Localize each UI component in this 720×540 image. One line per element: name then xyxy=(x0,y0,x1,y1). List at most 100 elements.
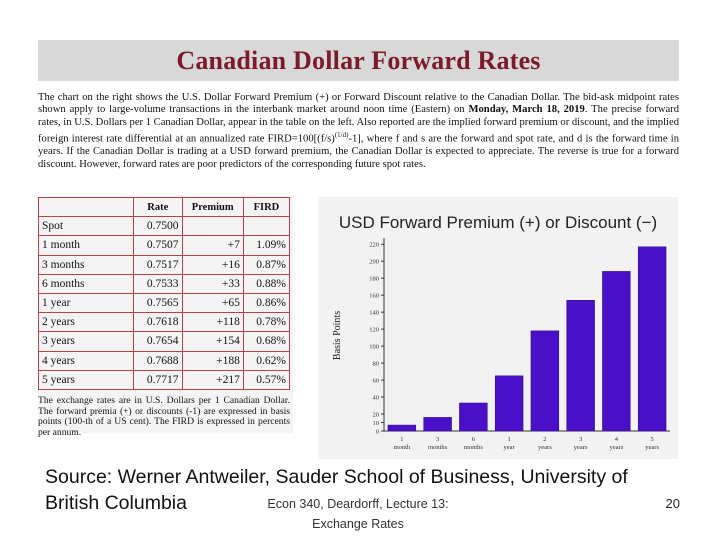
x-tick-label: year xyxy=(504,444,516,451)
bar xyxy=(602,271,631,432)
x-tick-label: 6 xyxy=(472,436,476,443)
x-tick-label: months xyxy=(464,444,484,451)
table-note: The exchange rates are in U.S. Dollars p… xyxy=(38,395,290,438)
cell-fird: 0.88% xyxy=(242,273,291,294)
page-number: 20 xyxy=(665,496,680,511)
cell-fird: 1.09% xyxy=(242,235,291,256)
cell-term: Spot xyxy=(38,216,134,237)
y-tick-label: 100 xyxy=(369,344,379,351)
table-row: 5 years 0.7717 +217 0.57% xyxy=(38,369,291,390)
y-axis-title: Basis Points xyxy=(332,311,343,360)
cell-premium: +217 xyxy=(181,369,244,390)
footer: Econ 340, Deardorff, Lecture 13: Exchang… xyxy=(258,494,458,534)
bar xyxy=(423,417,452,432)
x-tick-label: 2 xyxy=(543,436,546,443)
forward-rates-table: Rate Premium FIRD Spot 0.7500 1 month 0.75… xyxy=(38,196,291,390)
y-tick-label: 80 xyxy=(373,361,380,368)
x-tick-label: 1 xyxy=(400,436,403,443)
y-tick-label: 180 xyxy=(369,276,379,283)
bar xyxy=(387,424,417,432)
y-tick-label: 40 xyxy=(373,395,380,402)
x-tick-label: years xyxy=(610,444,624,451)
bar xyxy=(494,375,524,432)
cell-premium: +7 xyxy=(181,235,244,256)
cell-premium: +16 xyxy=(181,254,244,275)
cell-rate: 0.7618 xyxy=(133,312,183,333)
cell-term: 6 months xyxy=(38,273,134,294)
x-tick-label: years xyxy=(538,444,552,451)
x-tick-label: months xyxy=(428,444,448,451)
premium-bar-chart: USD Forward Premium (+) or Discount (−) 0… xyxy=(332,213,670,451)
x-tick-label: 5 xyxy=(651,436,654,443)
cell-rate: 0.7717 xyxy=(133,369,183,390)
cell-fird: 0.68% xyxy=(242,331,291,352)
x-tick-label: month xyxy=(394,444,411,451)
table-row: 2 years 0.7618 +118 0.78% xyxy=(38,312,291,333)
cell-fird: 0.62% xyxy=(242,350,291,371)
header-term xyxy=(38,196,134,218)
intro-part-1: The chart on the right shows the U.S. Do… xyxy=(38,92,679,116)
footer-topic: Exchange Rates xyxy=(312,517,404,531)
intro-paragraph: The chart on the right shows the U.S. Do… xyxy=(38,92,679,171)
header-rate: Rate xyxy=(133,196,183,218)
cell-term: 3 months xyxy=(38,254,134,275)
bar xyxy=(566,300,595,432)
table-row: 1 month 0.7507 +7 1.09% xyxy=(38,235,291,256)
cell-premium: +65 xyxy=(181,292,244,314)
y-tick-label: 220 xyxy=(369,242,379,249)
intro-exponent: (1/d) xyxy=(334,131,349,140)
intro-part-3: -1], where f and s are the forward and s… xyxy=(38,133,680,170)
cell-term: 2 years xyxy=(38,312,134,333)
cell-premium: +118 xyxy=(181,312,244,333)
bar xyxy=(530,330,560,432)
header-fird: FIRD xyxy=(242,196,291,218)
table-row: Spot 0.7500 xyxy=(38,216,291,237)
bar xyxy=(459,402,488,432)
cell-term: 1 month xyxy=(38,235,134,256)
cell-rate: 0.7500 xyxy=(133,216,183,237)
cell-rate: 0.7654 xyxy=(133,331,183,352)
footer-course: Econ 340, Deardorff, Lecture 13: xyxy=(267,497,449,511)
cell-term: 5 years xyxy=(38,369,134,390)
y-tick-label: 200 xyxy=(369,259,379,266)
header-premium: Premium xyxy=(181,196,244,218)
y-tick-label: 0 xyxy=(376,429,379,436)
y-tick-label: 140 xyxy=(369,310,379,317)
forward-rates-table-panel: Rate Premium FIRD Spot 0.7500 1 month 0.75… xyxy=(38,196,293,438)
x-tick-label: 4 xyxy=(615,436,619,443)
y-tick-label: 10 xyxy=(373,420,380,427)
cell-rate: 0.7688 xyxy=(133,350,183,371)
cell-fird: 0.78% xyxy=(242,312,291,333)
y-tick-label: 160 xyxy=(369,293,379,300)
cell-premium: +154 xyxy=(181,331,244,352)
x-tick-label: 3 xyxy=(579,436,582,443)
cell-fird: 0.57% xyxy=(242,369,291,390)
cell-premium: +33 xyxy=(181,273,244,294)
table-row: 6 months 0.7533 +33 0.88% xyxy=(38,273,291,294)
x-tick-label: years xyxy=(645,444,659,451)
cell-term: 4 years xyxy=(38,350,134,371)
x-tick-label: 3 xyxy=(436,436,439,443)
table-header-row: Rate Premium FIRD xyxy=(38,196,291,218)
cell-rate: 0.7533 xyxy=(133,273,183,294)
source-caption: Source: Werner Antweiler, Sauder School … xyxy=(45,466,628,514)
y-tick-label: 60 xyxy=(373,378,380,385)
cell-fird: 0.86% xyxy=(242,292,291,314)
y-tick-label: 20 xyxy=(373,412,380,419)
cell-premium xyxy=(181,216,244,237)
cell-premium: +188 xyxy=(181,350,244,371)
slide-title: Canadian Dollar Forward Rates xyxy=(176,45,541,75)
cell-term: 3 years xyxy=(38,331,134,352)
premium-chart-panel: USD Forward Premium (+) or Discount (−) 0… xyxy=(318,197,678,459)
cell-term: 1 year xyxy=(38,292,134,314)
bar xyxy=(637,246,667,432)
intro-part-2: . The precise forward rates, in U.S. Dol… xyxy=(38,104,679,145)
cell-rate: 0.7517 xyxy=(133,254,183,275)
cell-fird xyxy=(242,216,291,237)
table-row: 4 years 0.7688 +188 0.62% xyxy=(38,350,291,371)
x-tick-label: 1 xyxy=(508,436,511,443)
table-row: 1 year 0.7565 +65 0.86% xyxy=(38,292,291,314)
title-bar: Canadian Dollar Forward Rates xyxy=(38,40,679,81)
table-row: 3 months 0.7517 +16 0.87% xyxy=(38,254,291,275)
cell-rate: 0.7507 xyxy=(133,235,183,256)
